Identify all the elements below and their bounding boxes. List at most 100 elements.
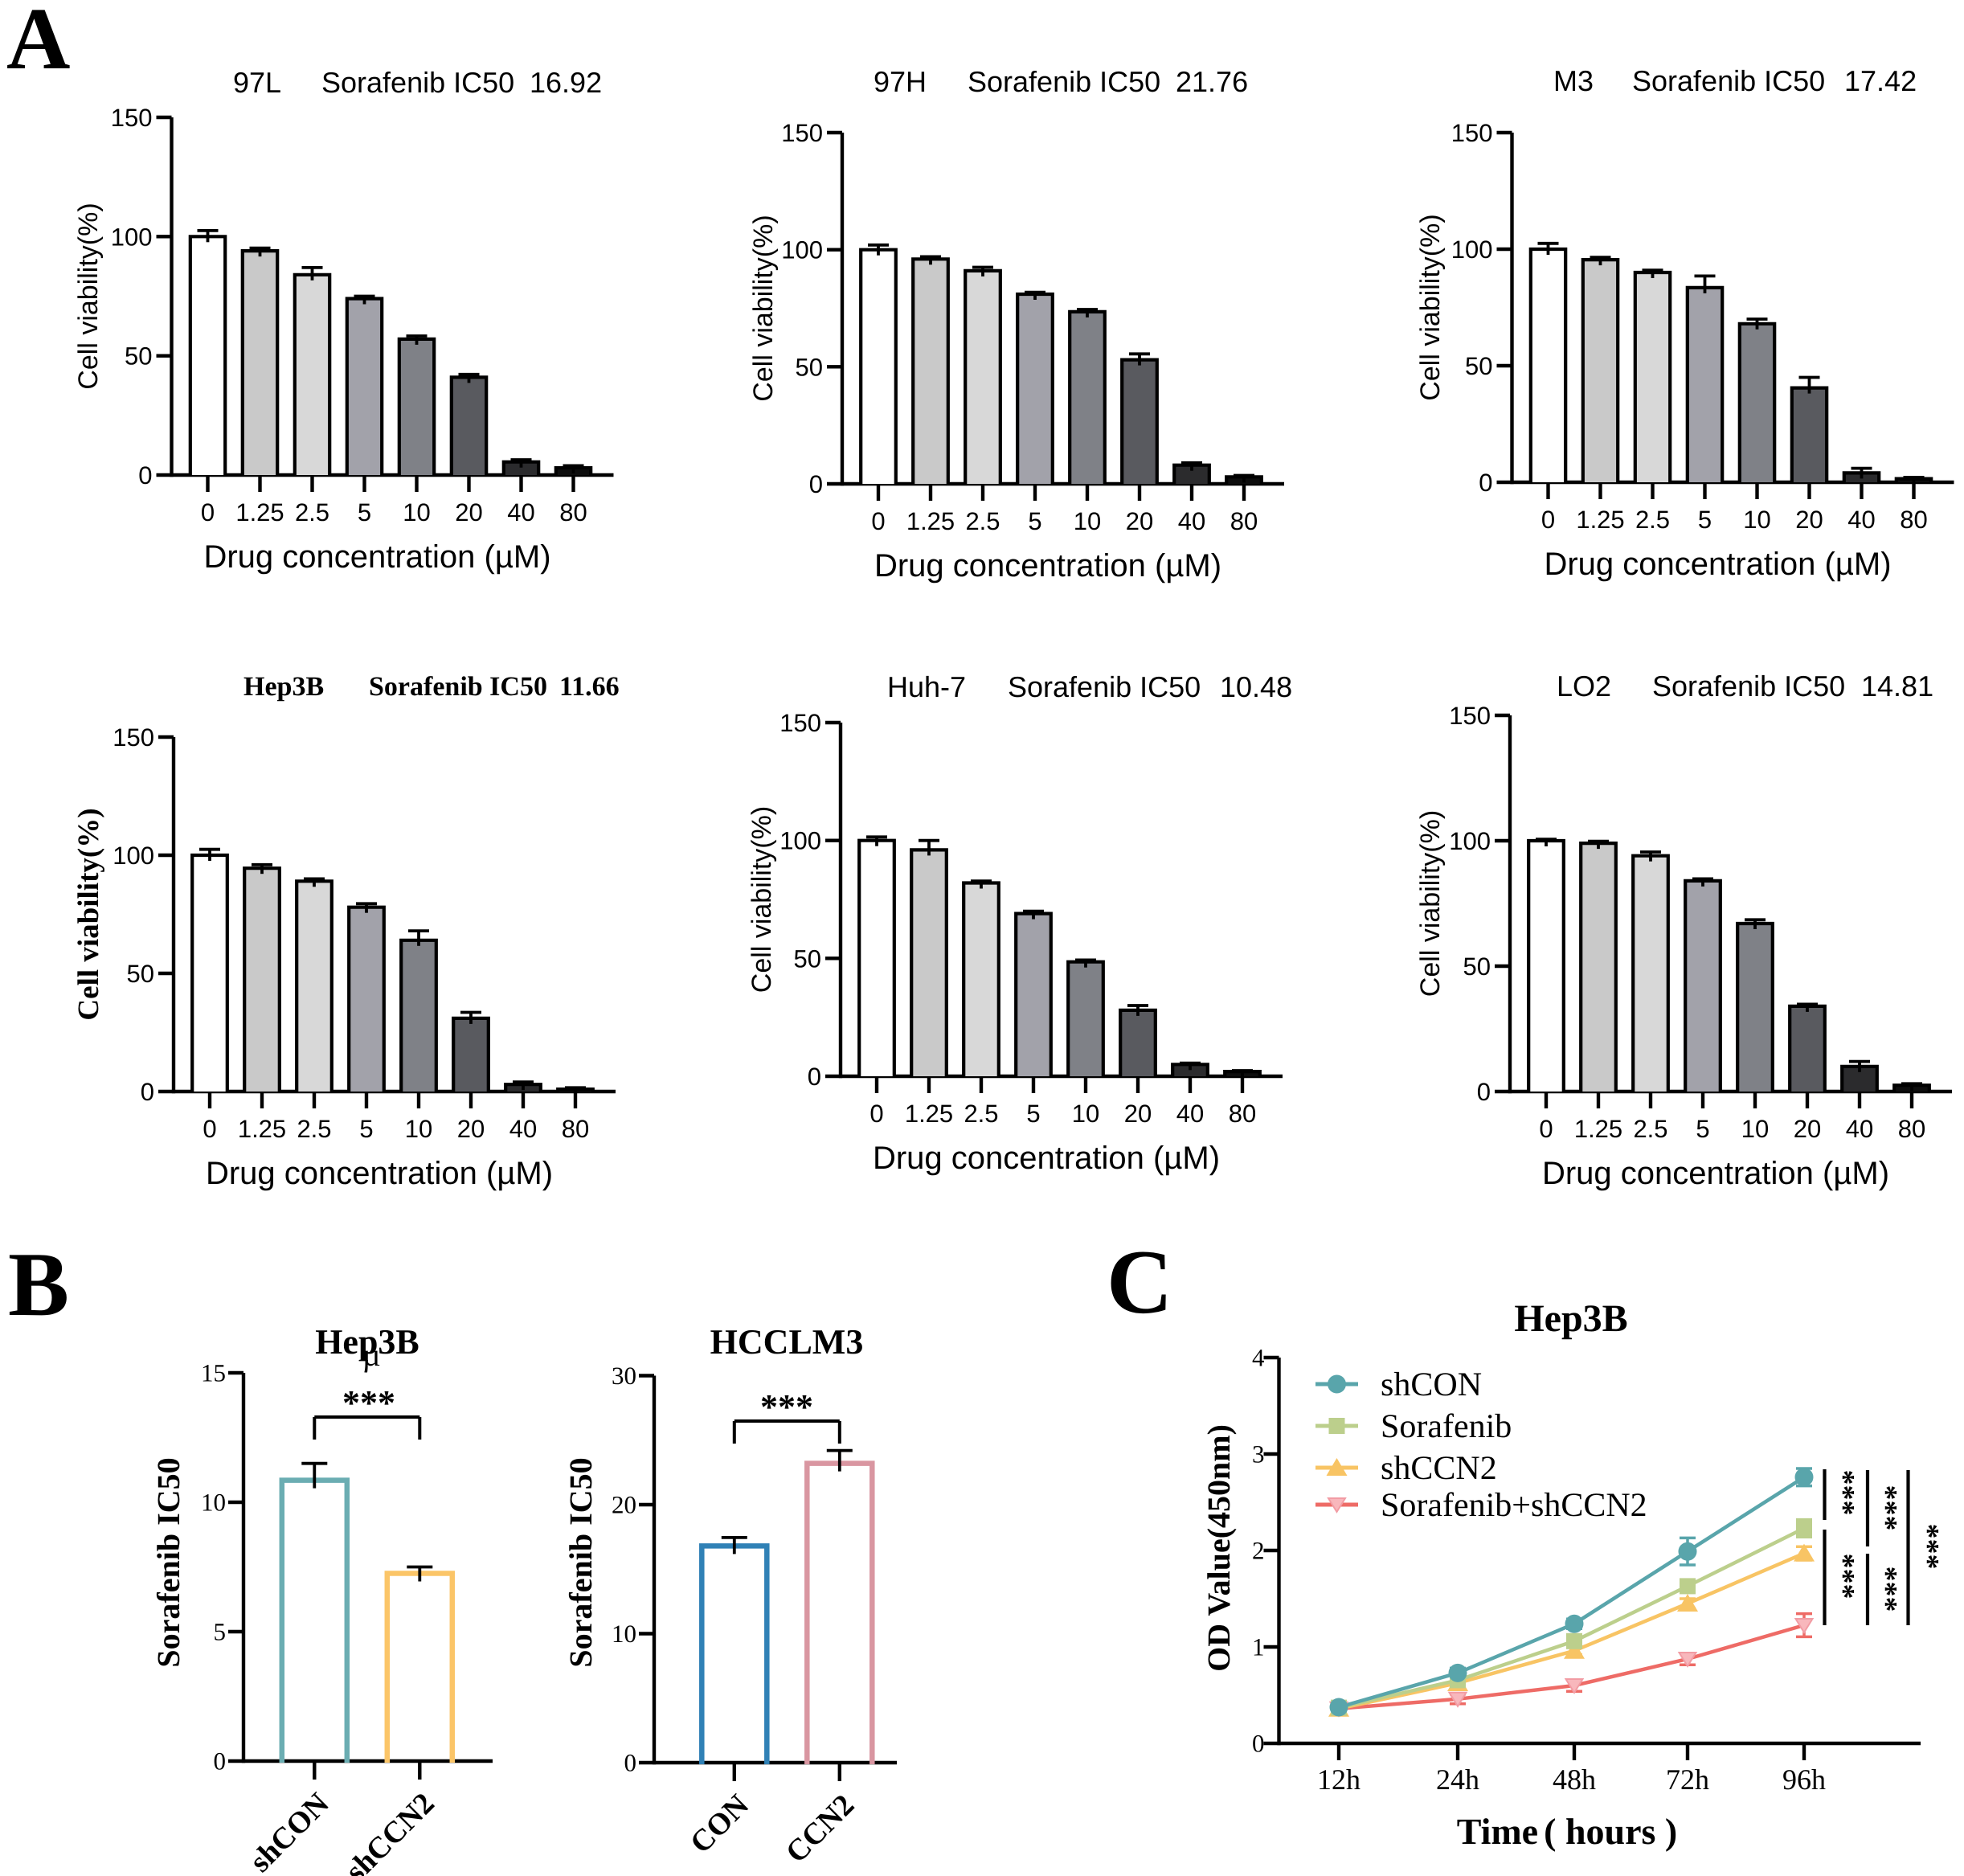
svg-text:0: 0 [141, 1078, 154, 1106]
svg-text:0: 0 [201, 498, 215, 526]
svg-text:***: *** [1869, 1485, 1903, 1531]
svg-text:80: 80 [1230, 507, 1258, 535]
svg-text:***: *** [760, 1387, 813, 1427]
svg-text:Cell viability(%): Cell viability(%) [747, 806, 777, 993]
svg-text:shCON: shCON [1381, 1366, 1482, 1403]
svg-text:0: 0 [624, 1749, 637, 1777]
svg-text:0: 0 [808, 1063, 821, 1091]
svg-text:150: 150 [1449, 702, 1491, 730]
svg-text:10: 10 [405, 1115, 432, 1143]
svg-text:17.42: 17.42 [1844, 64, 1917, 97]
svg-text:OD Value(450nm): OD Value(450nm) [1201, 1424, 1237, 1672]
svg-text:1.25: 1.25 [1574, 1115, 1622, 1143]
svg-text:50: 50 [125, 342, 152, 371]
svg-text:40: 40 [509, 1115, 537, 1143]
svg-text:Cell viability(%): Cell viability(%) [748, 215, 779, 401]
svg-text:10: 10 [201, 1489, 226, 1517]
svg-text:0: 0 [1541, 506, 1555, 534]
svg-text:10: 10 [1074, 507, 1101, 535]
svg-text:100: 100 [1451, 236, 1493, 264]
svg-text:C: C [1107, 1231, 1172, 1333]
svg-text:80: 80 [1898, 1115, 1925, 1143]
svg-text:24h: 24h [1436, 1763, 1479, 1796]
svg-text:Hep3B: Hep3B [243, 672, 324, 702]
svg-text:Drug concentration (µM): Drug concentration (µM) [874, 548, 1221, 584]
svg-text:shCCN2: shCCN2 [1381, 1450, 1497, 1487]
svg-text:40: 40 [1176, 1100, 1204, 1128]
svg-text:2.5: 2.5 [965, 507, 1000, 535]
svg-text:***: *** [1869, 1567, 1903, 1612]
svg-text:50: 50 [796, 353, 823, 381]
svg-text:LO2: LO2 [1557, 670, 1611, 702]
svg-text:Drug concentration (µM): Drug concentration (µM) [1544, 547, 1891, 582]
svg-text:Cell viability(%): Cell viability(%) [72, 808, 105, 1020]
svg-text:30: 30 [612, 1362, 636, 1390]
svg-text:Sorafenib IC50: Sorafenib IC50 [563, 1457, 599, 1667]
svg-text:20: 20 [455, 498, 482, 526]
svg-text:100: 100 [113, 842, 154, 870]
svg-text:97H: 97H [874, 65, 927, 98]
svg-text:2.5: 2.5 [1635, 506, 1670, 534]
svg-text:11.66: 11.66 [559, 672, 620, 702]
svg-text:***: *** [1827, 1470, 1860, 1516]
svg-text:80: 80 [562, 1115, 589, 1143]
svg-text:5: 5 [214, 1618, 227, 1646]
svg-text:4: 4 [1252, 1344, 1265, 1372]
svg-text:15: 15 [201, 1359, 226, 1387]
svg-text:72h: 72h [1666, 1763, 1709, 1796]
svg-text:***: *** [1827, 1554, 1860, 1600]
svg-text:Sorafenib: Sorafenib [1381, 1408, 1512, 1445]
svg-text:1: 1 [1252, 1633, 1265, 1661]
svg-text:100: 100 [779, 827, 821, 855]
svg-text:20: 20 [612, 1491, 636, 1519]
svg-text:0: 0 [809, 470, 823, 498]
svg-text:Sorafenib+shCCN2: Sorafenib+shCCN2 [1381, 1487, 1647, 1524]
svg-text:Drug concentration (µM): Drug concentration (µM) [873, 1141, 1220, 1176]
svg-text:21.76: 21.76 [1176, 65, 1248, 98]
svg-text:5: 5 [359, 1115, 373, 1143]
svg-text:1.25: 1.25 [1576, 506, 1624, 534]
svg-text:0: 0 [1479, 469, 1492, 497]
svg-text:80: 80 [1900, 506, 1927, 534]
svg-text:µ: µ [362, 1337, 380, 1373]
svg-text:5: 5 [1026, 1100, 1040, 1128]
svg-text:50: 50 [1465, 352, 1492, 380]
svg-text:0: 0 [138, 461, 152, 489]
svg-text:Sorafenib IC50: Sorafenib IC50 [1632, 64, 1825, 97]
svg-text:150: 150 [779, 709, 821, 737]
svg-text:Hep3B: Hep3B [315, 1322, 419, 1362]
svg-text:2.5: 2.5 [297, 1115, 331, 1143]
svg-text:0: 0 [1539, 1115, 1553, 1143]
svg-text:80: 80 [1229, 1100, 1256, 1128]
svg-text:2.5: 2.5 [964, 1100, 998, 1128]
svg-text:0: 0 [214, 1747, 227, 1776]
svg-text:Cell viability(%): Cell viability(%) [73, 203, 104, 389]
svg-text:Cell viability(%): Cell viability(%) [1415, 214, 1446, 400]
svg-text:***: *** [1911, 1524, 1945, 1570]
svg-text:M3: M3 [1553, 64, 1594, 97]
svg-text:48h: 48h [1553, 1763, 1596, 1796]
svg-text:150: 150 [111, 104, 153, 132]
svg-text:150: 150 [1451, 119, 1493, 147]
svg-text:12h: 12h [1317, 1763, 1360, 1796]
svg-text:1.25: 1.25 [906, 507, 955, 535]
svg-text:0: 0 [203, 1115, 216, 1143]
svg-text:20: 20 [1794, 1115, 1821, 1143]
svg-text:Sorafenib IC50: Sorafenib IC50 [1652, 670, 1845, 702]
svg-text:0: 0 [1252, 1730, 1265, 1758]
svg-text:10.48: 10.48 [1220, 670, 1292, 703]
svg-text:100: 100 [111, 223, 153, 251]
svg-text:Huh-7: Huh-7 [887, 670, 966, 703]
svg-text:40: 40 [1847, 506, 1875, 534]
svg-text:50: 50 [794, 944, 821, 973]
svg-text:Sorafenib IC50: Sorafenib IC50 [369, 672, 547, 702]
svg-text:150: 150 [113, 723, 154, 752]
svg-text:Hep3B: Hep3B [1514, 1297, 1627, 1340]
svg-text:14.81: 14.81 [1861, 670, 1933, 702]
svg-text:Drug concentration (µM): Drug concentration (µM) [203, 539, 550, 575]
svg-text:50: 50 [127, 960, 154, 988]
svg-text:150: 150 [781, 119, 823, 147]
svg-text:10: 10 [1072, 1100, 1099, 1128]
svg-text:50: 50 [1463, 952, 1491, 981]
svg-text:5: 5 [1698, 506, 1712, 534]
